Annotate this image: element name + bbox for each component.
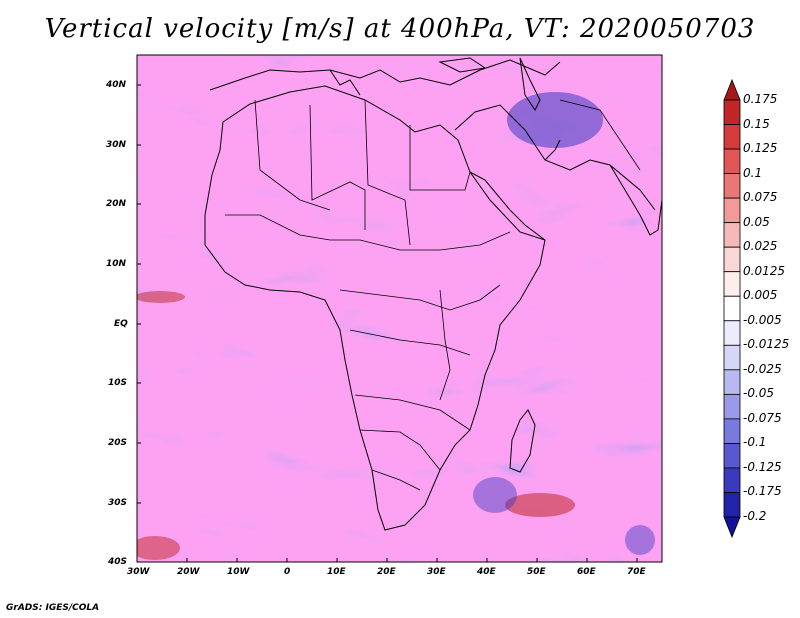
colorbar-label: 0.125	[743, 141, 778, 156]
arabia-coastline	[454, 104, 656, 211]
border	[359, 429, 441, 471]
border	[349, 329, 471, 356]
colorbar-label: -0.005	[743, 312, 782, 327]
italy-coast	[329, 69, 361, 96]
colorbar-label: -0.175	[743, 484, 782, 499]
colorbar-swatch	[723, 295, 741, 322]
colorbar-label: 0.15	[743, 116, 770, 131]
credit-text: GrADS: IGES/COLA	[6, 603, 100, 613]
colorbar-label: 0.075	[743, 190, 778, 205]
colorbar-label: -0.1	[743, 435, 767, 450]
lon-tick-label: 30E	[427, 567, 446, 577]
colorbar-swatch	[723, 467, 741, 493]
colorbar-swatch	[723, 197, 741, 224]
border	[339, 284, 501, 311]
lon-tick-label: 0	[284, 567, 291, 577]
chart-title: Vertical velocity [m/s] at 400hPa, VT: 2…	[44, 14, 756, 44]
lat-tick-label: EQ	[114, 319, 128, 329]
border	[309, 104, 366, 230]
lat-tick-label: 40N	[106, 80, 127, 90]
plot-frame	[136, 54, 663, 563]
colorbar-swatch	[723, 271, 741, 297]
colorbar-label: 0.05	[743, 214, 770, 229]
colorbar-swatch	[723, 124, 741, 150]
colorbar-swatch	[723, 148, 741, 174]
lon-tick-label: 60E	[577, 567, 596, 577]
colorbar-label: 0.025	[743, 239, 778, 254]
colorbar-label: -0.025	[743, 361, 782, 376]
lon-tick-label: 20W	[177, 567, 200, 577]
colorbar-label: 0.175	[743, 92, 778, 106]
lon-tick-label: 20E	[377, 567, 396, 577]
lat-tick-label: 40S	[108, 557, 128, 567]
lon-tick-label: 70E	[627, 567, 646, 577]
lat-tick-label: 20S	[108, 438, 128, 448]
caspian-sea	[519, 57, 541, 111]
border	[254, 99, 331, 211]
lake-border	[439, 289, 451, 401]
border	[371, 469, 421, 491]
colorbar-swatch	[723, 369, 741, 395]
colorbar-label: 0.005	[743, 288, 778, 303]
black-sea	[438, 57, 487, 73]
velocity-field	[137, 55, 662, 562]
border	[559, 99, 641, 171]
colorbar-swatch	[723, 344, 741, 371]
equatorial-atlantic-updraft	[137, 291, 185, 303]
colorbar-arrow-top	[723, 78, 741, 101]
border	[225, 214, 511, 251]
colorbar-swatch	[723, 393, 741, 420]
lat-tick-label: 10S	[108, 378, 128, 388]
lat-tick-label: 30S	[108, 498, 128, 508]
southeast-africa-downdraft	[473, 477, 517, 513]
lat-tick-label: 10N	[106, 259, 127, 269]
colorbar-label: 0.1	[743, 165, 763, 180]
colorbar-swatch	[723, 443, 741, 469]
colorbar-swatch	[723, 492, 741, 518]
lat-tick-label: 20N	[106, 199, 127, 209]
persian-gulf	[544, 139, 561, 161]
lon-tick-label: 50E	[527, 567, 546, 577]
colorbar-swatch	[723, 222, 741, 248]
colorbar-swatch	[723, 173, 741, 199]
border	[364, 99, 411, 246]
africa-coastline	[204, 85, 546, 531]
lon-tick-label: 40E	[477, 567, 496, 577]
border	[354, 394, 471, 431]
colorbar-label: 0.0125	[743, 263, 785, 278]
coastlines	[204, 57, 662, 531]
lon-tick-label: 10W	[227, 567, 250, 577]
lon-tick-label: 10E	[327, 567, 346, 577]
colorbar-arrow-bottom	[723, 516, 741, 539]
colorbar-label: -0.075	[743, 410, 782, 425]
colorbar-label: -0.05	[743, 386, 775, 401]
madagascar-east-updraft-patch	[505, 493, 575, 517]
colorbar	[723, 78, 741, 539]
europe-coastline	[209, 59, 561, 91]
colorbar-swatch	[723, 320, 741, 346]
colorbar-swatch	[723, 418, 741, 444]
colorbar-label: -0.2	[743, 509, 767, 523]
country-borders	[225, 99, 641, 491]
india-coastline	[609, 164, 662, 236]
lon-tick-label: 30W	[127, 567, 150, 577]
madagascar-coastline	[509, 409, 536, 473]
red-sea-coast	[469, 171, 546, 241]
colorbar-swatch	[723, 246, 741, 273]
colorbar-swatch	[723, 99, 741, 125]
colorbar-label: -0.0125	[743, 337, 790, 352]
lat-tick-label: 30N	[106, 140, 127, 150]
axis-ticks	[137, 84, 638, 562]
border	[409, 125, 471, 191]
far-southeast-downdraft	[625, 525, 655, 555]
southwest-updraft-patch	[137, 536, 180, 560]
iran-downdraft-patch	[507, 92, 603, 148]
colorbar-label: -0.125	[743, 459, 782, 474]
